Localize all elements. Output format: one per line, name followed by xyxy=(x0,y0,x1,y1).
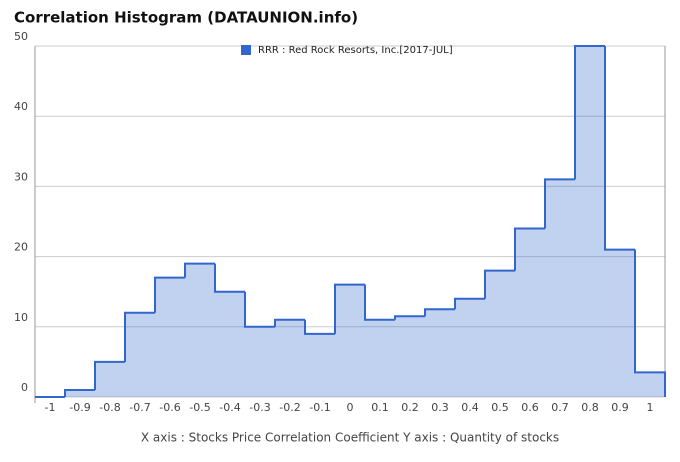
y-tick-label: 10 xyxy=(14,311,28,324)
step-line xyxy=(604,46,635,251)
chart-title: Correlation Histogram (DATAUNION.info) xyxy=(14,9,358,27)
x-tick-label: 0 xyxy=(347,401,354,414)
bar-area xyxy=(155,277,185,397)
bar-area xyxy=(275,319,305,397)
bar-area xyxy=(395,316,425,397)
y-tick-label: 40 xyxy=(14,100,28,113)
step-line xyxy=(154,276,185,313)
step-line xyxy=(454,297,485,310)
bar-area xyxy=(95,361,125,397)
legend-label: RRR : Red Rock Resorts, Inc.[2017-JUL] xyxy=(258,45,453,56)
x-tick-label: 0.1 xyxy=(371,401,389,414)
x-tick-label: 0.9 xyxy=(611,401,629,414)
bar-area xyxy=(305,333,335,397)
x-tick-label: 0.7 xyxy=(551,401,569,414)
y-tick-label: 30 xyxy=(14,170,28,183)
bar-area xyxy=(425,309,455,397)
bar-area xyxy=(65,389,95,397)
x-tick-label: 0.6 xyxy=(521,401,539,414)
y-tick-label: 50 xyxy=(14,30,28,43)
step-line xyxy=(274,318,305,327)
y-tick-label: 20 xyxy=(14,241,28,254)
x-tick-label: -1 xyxy=(45,401,56,414)
x-tick-label: 0.5 xyxy=(491,401,509,414)
step-line xyxy=(184,262,215,278)
bar-area xyxy=(245,326,275,397)
x-tick-label: -0.3 xyxy=(249,401,270,414)
x-tick-label: 0.3 xyxy=(431,401,449,414)
bar-area xyxy=(365,319,395,397)
step-line xyxy=(94,360,125,390)
step-line xyxy=(124,311,155,362)
step-line xyxy=(484,269,515,299)
bar-area xyxy=(215,291,245,397)
step-line xyxy=(394,315,425,320)
bar-area xyxy=(635,372,665,397)
legend-swatch xyxy=(241,45,251,55)
x-tick-label: 0.8 xyxy=(581,401,599,414)
step-line xyxy=(424,308,455,317)
bar-area xyxy=(515,228,545,397)
bar-area xyxy=(545,179,575,397)
step-line xyxy=(244,291,275,328)
x-tick-label: -0.7 xyxy=(129,401,150,414)
x-tick-label: -0.8 xyxy=(99,401,120,414)
bar-area xyxy=(455,298,485,397)
x-axis-label: X axis : Stocks Price Correlation Coeffi… xyxy=(141,431,559,445)
step-line xyxy=(214,263,245,293)
x-tick-label: -0.1 xyxy=(309,401,330,414)
bar-area xyxy=(575,46,605,397)
bar-area xyxy=(605,249,635,397)
x-tick-label: -0.9 xyxy=(69,401,90,414)
step-line xyxy=(304,319,335,335)
step-line xyxy=(514,227,545,271)
bar-area xyxy=(125,312,155,397)
step-line xyxy=(634,249,666,397)
step-line xyxy=(364,284,395,321)
x-tick-label: 0.4 xyxy=(461,401,479,414)
x-tick-label: 1 xyxy=(647,401,654,414)
step-line xyxy=(574,45,605,180)
step-line xyxy=(544,178,575,229)
x-tick-label: -0.5 xyxy=(189,401,210,414)
bar-area xyxy=(335,284,365,397)
x-tick-label: -0.4 xyxy=(219,401,240,414)
step-line xyxy=(64,388,95,397)
y-tick-label: 0 xyxy=(21,381,28,394)
x-tick-label: 0.2 xyxy=(401,401,419,414)
bar-area xyxy=(485,270,515,397)
bar-area xyxy=(185,263,215,397)
x-tick-label: -0.2 xyxy=(279,401,300,414)
x-tick-label: -0.6 xyxy=(159,401,180,414)
step-line xyxy=(334,283,365,334)
